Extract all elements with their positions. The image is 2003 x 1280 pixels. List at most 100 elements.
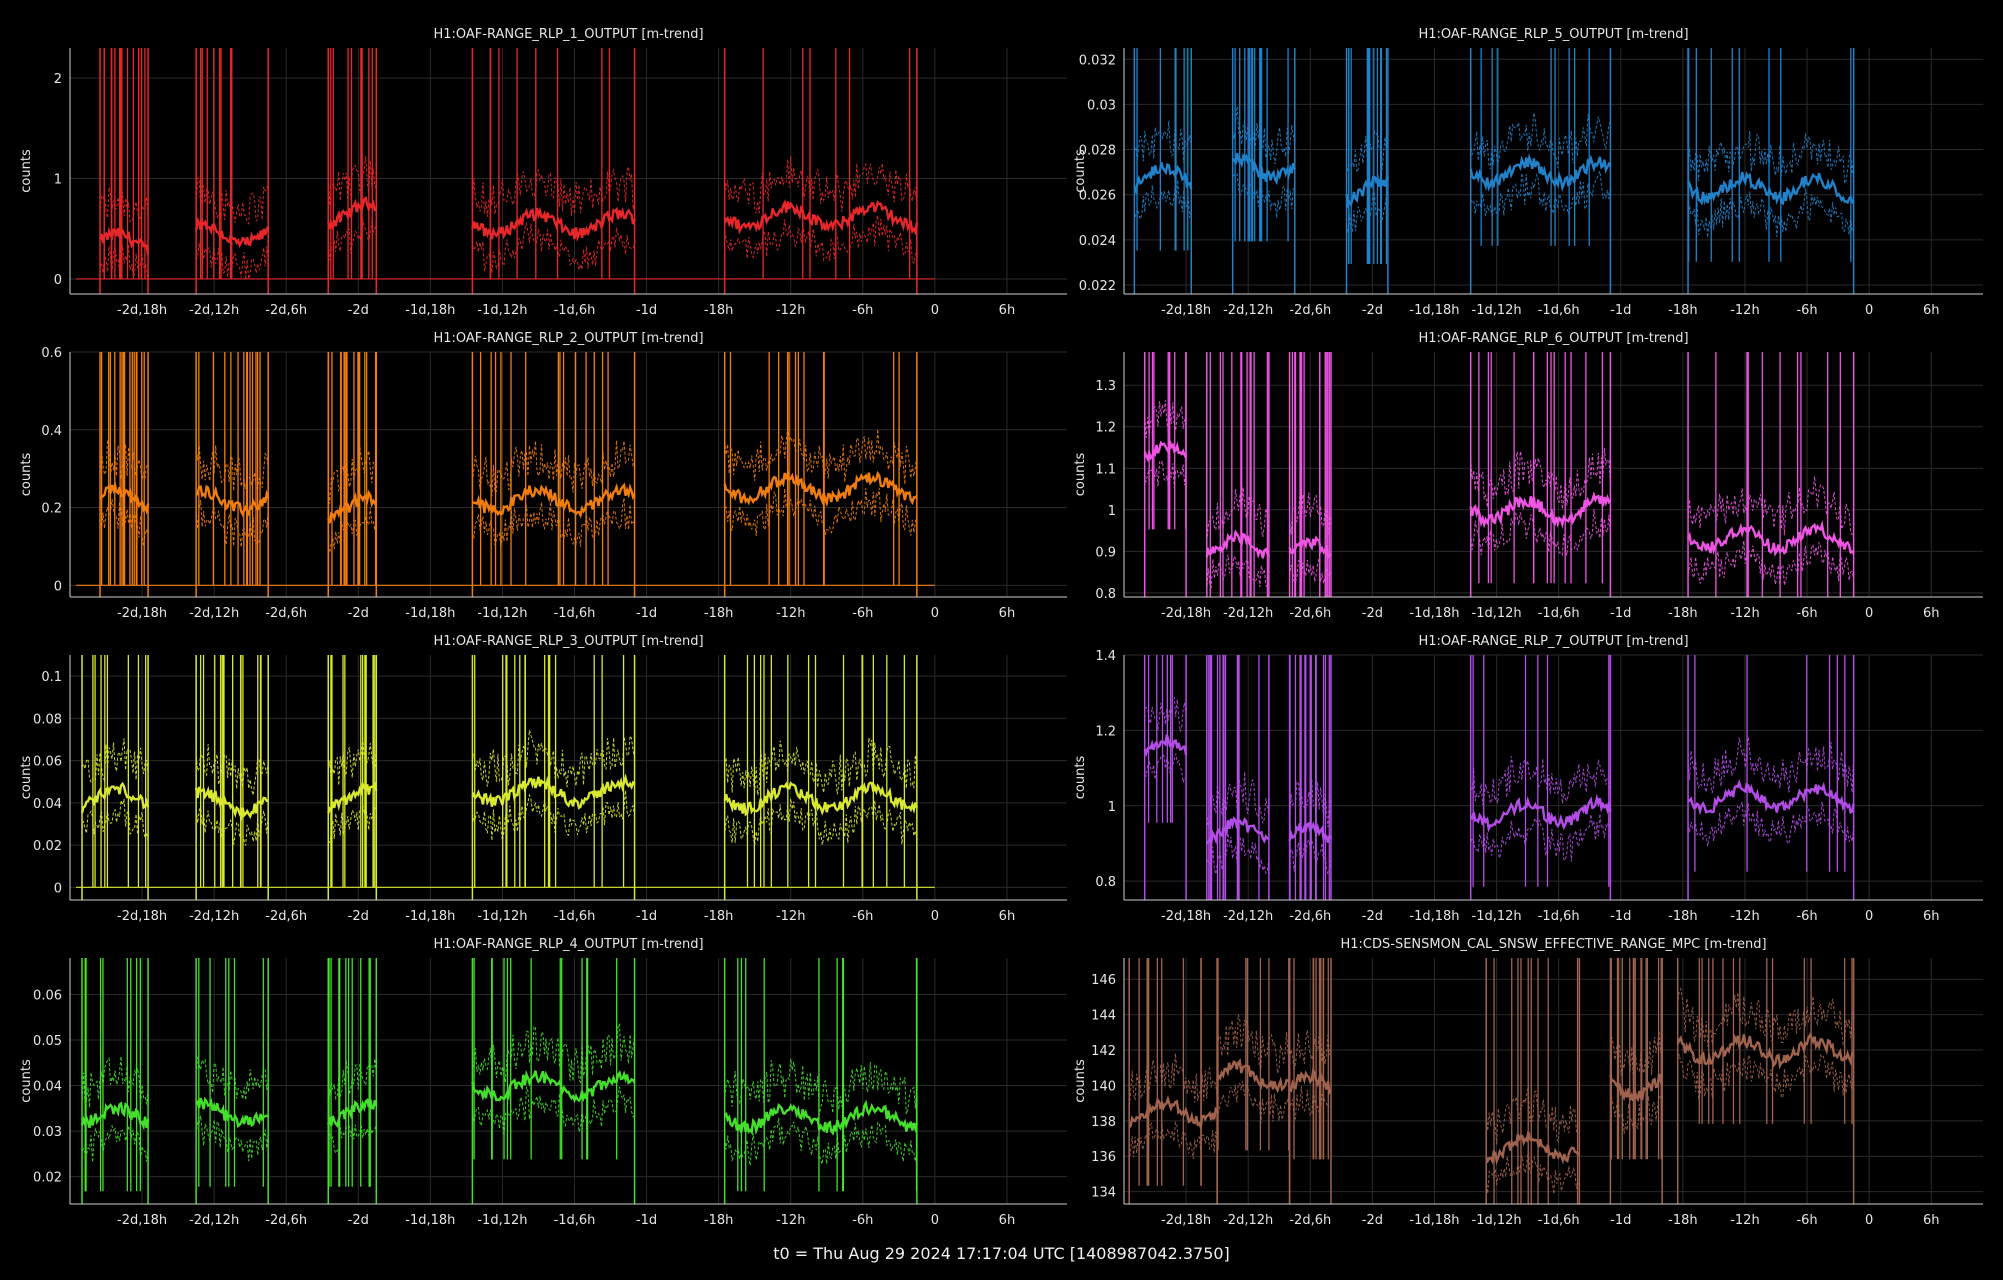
mean-trace (723, 468, 918, 508)
y-tick-label: 1.3 (1095, 379, 1116, 394)
y-tick-label: 0 (54, 579, 62, 594)
x-tick-label: -2d,6h (265, 606, 307, 621)
mean-trace (1686, 520, 1855, 557)
y-axis-label: counts (1073, 1059, 1088, 1103)
x-tick-label: -1d,6h (554, 1213, 596, 1228)
max-trace (1133, 120, 1192, 163)
x-tick-label: -1d (636, 606, 657, 621)
x-tick-label: -1d,6h (1538, 909, 1580, 924)
min-trace (1206, 554, 1270, 591)
y-tick-label: 146 (1091, 973, 1116, 988)
x-tick-label: -1d,18h (1409, 606, 1459, 621)
y-tick-label: 0.8 (1095, 875, 1116, 890)
max-trace (195, 177, 269, 226)
x-tick-label: 0 (931, 303, 939, 318)
x-tick-label: -6h (1796, 909, 1817, 924)
x-tick-label: -2d,18h (1161, 909, 1211, 924)
x-tick-label: 6h (1923, 909, 1940, 924)
mean-trace (471, 773, 636, 810)
y-tick-label: 0.08 (33, 712, 62, 727)
x-tick-label: -1d (1610, 909, 1631, 924)
y-tick-label: 0.1 (41, 670, 62, 685)
y-tick-label: 0.04 (33, 797, 62, 812)
mean-trace (1687, 171, 1855, 206)
min-trace (327, 507, 377, 553)
data-traces (1143, 655, 1855, 900)
chart-panel: 134 136 138 140 142 144 146 -2d,18h -2d,12h -2d,6… (1073, 937, 1983, 1228)
max-trace (471, 440, 636, 496)
y-tick-label: 0.02 (33, 1171, 62, 1186)
x-tick-label: 0 (931, 606, 939, 621)
y-tick-label: 0.8 (1095, 587, 1116, 602)
x-tick-label: 6h (1923, 606, 1940, 621)
min-trace (1470, 508, 1611, 557)
chart-title: H1:OAF-RANGE_RLP_6_OUTPUT [m-trend] (1418, 331, 1688, 346)
x-tick-label: -1d,18h (405, 909, 455, 924)
x-tick-label: 6h (1923, 1213, 1940, 1228)
y-tick-label: 1.1 (1095, 462, 1116, 477)
chart-title: H1:OAF-RANGE_RLP_3_OUTPUT [m-trend] (433, 634, 703, 649)
max-trace (1687, 737, 1855, 794)
y-tick-label: 1 (54, 173, 62, 188)
max-trace (327, 738, 377, 786)
x-tick-label: -18h (704, 909, 733, 924)
x-tick-label: -1d,6h (554, 909, 596, 924)
data-traces (80, 958, 919, 1204)
y-tick-label: 142 (1091, 1044, 1116, 1059)
x-tick-label: -1d,6h (1538, 303, 1580, 318)
mean-trace (1133, 161, 1193, 196)
y-tick-label: 0.9 (1095, 545, 1116, 560)
y-tick-label: 1.2 (1095, 724, 1116, 739)
max-trace (1470, 448, 1611, 510)
min-trace (471, 1086, 635, 1136)
min-trace (81, 798, 149, 842)
max-trace (1232, 106, 1296, 165)
max-trace (724, 1058, 918, 1116)
mean-trace (1288, 535, 1332, 560)
x-tick-label: 6h (999, 1213, 1016, 1228)
max-trace (327, 446, 377, 504)
max-trace (1144, 400, 1187, 439)
chart-title: H1:OAF-RANGE_RLP_4_OUTPUT [m-trend] (433, 937, 703, 952)
x-tick-label: -12h (1730, 909, 1759, 924)
mean-trace (1469, 490, 1612, 530)
x-tick-label: -2d,12h (1223, 1213, 1273, 1228)
x-tick-label: -1d,6h (554, 303, 596, 318)
x-tick-label: -12h (776, 303, 805, 318)
min-trace (724, 488, 918, 537)
x-tick-label: -2d,12h (1223, 606, 1273, 621)
y-axis-label: counts (19, 1059, 34, 1103)
data-traces (1128, 958, 1855, 1204)
max-trace (1206, 487, 1270, 542)
y-tick-label: 0.6 (41, 346, 62, 361)
x-tick-label: -18h (704, 606, 733, 621)
x-tick-label: -2d,12h (189, 303, 239, 318)
data-traces (76, 655, 935, 900)
y-tick-label: 144 (1091, 1009, 1116, 1024)
data-traces (1133, 48, 1855, 294)
min-trace (1470, 813, 1611, 862)
x-tick-label: -1d,12h (477, 909, 527, 924)
y-tick-label: 0.04 (33, 1080, 62, 1095)
x-tick-label: -12h (776, 606, 805, 621)
max-trace (471, 164, 636, 217)
max-trace (1485, 1086, 1580, 1145)
chart-title: H1:CDS-SENSMON_CAL_SNSW_EFFECTIVE_RANGE_… (1340, 937, 1766, 952)
y-tick-label: 0 (54, 273, 62, 288)
y-axis-label: counts (1073, 453, 1088, 497)
x-tick-label: -2d,6h (1289, 606, 1331, 621)
y-tick-label: 0.4 (41, 424, 62, 439)
mean-trace (1205, 529, 1270, 559)
min-trace (327, 803, 377, 844)
min-trace (1470, 169, 1611, 217)
x-tick-label: 0 (1865, 606, 1873, 621)
x-tick-label: -2d,6h (1289, 1213, 1331, 1228)
x-tick-label: -2d (348, 909, 369, 924)
x-tick-label: -1d,18h (405, 303, 455, 318)
max-trace (1677, 987, 1855, 1047)
min-trace (1687, 801, 1855, 847)
y-tick-label: 0.02 (33, 839, 62, 854)
min-trace (1144, 753, 1187, 783)
y-axis-label: counts (1073, 149, 1088, 193)
x-tick-label: -1d (1610, 606, 1631, 621)
